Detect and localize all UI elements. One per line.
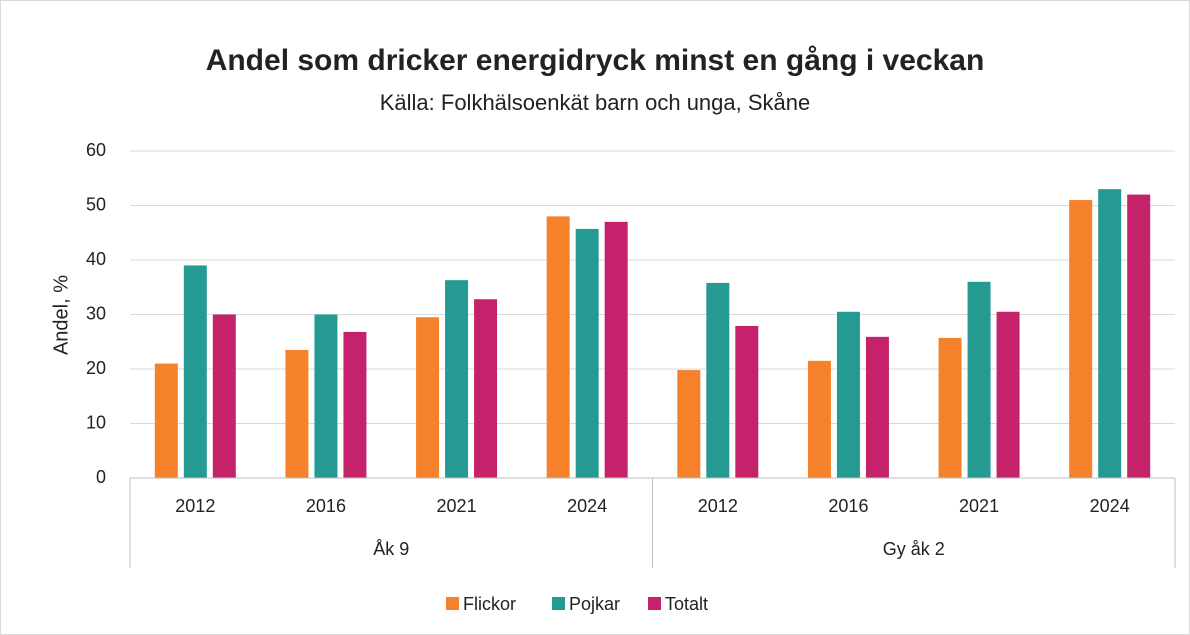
bar <box>445 280 469 478</box>
y-tick-label: 40 <box>86 249 106 269</box>
group-label: Åk 9 <box>373 539 409 559</box>
bar <box>343 331 367 478</box>
bar <box>474 299 498 478</box>
bar <box>575 228 599 478</box>
legend-swatch <box>648 597 661 610</box>
bar <box>1127 194 1151 478</box>
bar <box>285 349 309 478</box>
bar <box>677 370 701 478</box>
bar <box>604 221 628 478</box>
bar <box>183 265 207 478</box>
x-tick-label: 2024 <box>567 496 607 516</box>
bar <box>1069 200 1093 479</box>
x-tick-label: 2012 <box>175 496 215 516</box>
group-label: Gy åk 2 <box>883 539 945 559</box>
bar <box>154 363 178 478</box>
bar <box>706 282 730 478</box>
bar <box>967 281 991 478</box>
bar <box>865 336 889 478</box>
bar <box>938 337 962 478</box>
x-tick-label: 2021 <box>437 496 477 516</box>
legend-label: Totalt <box>665 594 708 614</box>
y-tick-label: 30 <box>86 303 106 323</box>
x-tick-label: 2016 <box>306 496 346 516</box>
legend-label: Flickor <box>463 594 516 614</box>
bar <box>807 360 831 478</box>
y-tick-label: 60 <box>86 140 106 160</box>
chart-title: Andel som dricker energidryck minst en g… <box>206 44 985 77</box>
bar <box>212 314 236 478</box>
bar <box>416 317 440 478</box>
chart-subtitle: Källa: Folkhälsoenkät barn och unga, Skå… <box>380 90 811 115</box>
bar <box>314 314 338 478</box>
x-tick-label: 2024 <box>1090 496 1130 516</box>
x-tick-label: 2021 <box>959 496 999 516</box>
y-tick-label: 20 <box>86 358 106 378</box>
y-tick-label: 10 <box>86 412 106 432</box>
bar <box>836 311 860 478</box>
y-axis-label: Andel, % <box>50 275 72 355</box>
bar <box>996 311 1020 478</box>
y-tick-label: 50 <box>86 194 106 214</box>
bar <box>1098 189 1122 478</box>
x-tick-label: 2016 <box>828 496 868 516</box>
legend-label: Pojkar <box>569 594 620 614</box>
legend-swatch <box>446 597 459 610</box>
x-tick-label: 2012 <box>698 496 738 516</box>
bar <box>735 325 759 478</box>
y-tick-label: 0 <box>96 467 106 487</box>
bar <box>546 216 570 478</box>
legend-swatch <box>552 597 565 610</box>
